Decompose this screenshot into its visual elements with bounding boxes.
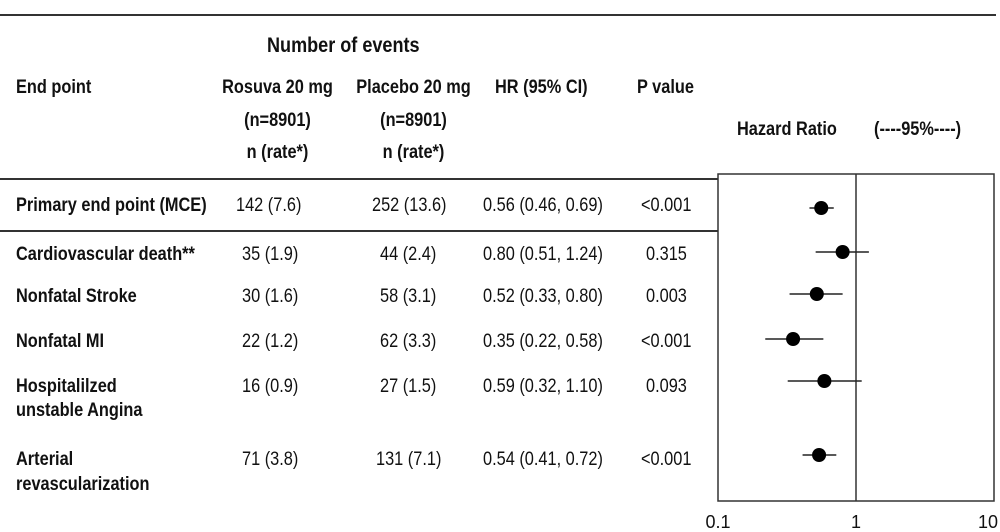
- rosuva-value: 16 (0.9): [242, 376, 299, 397]
- x-tick-label: 0.1: [705, 512, 730, 532]
- placebo-value: 252 (13.6): [372, 195, 447, 216]
- p-value: 0.003: [646, 286, 687, 307]
- placebo-value: 58 (3.1): [380, 286, 437, 307]
- hazard-ratio-point: [835, 245, 850, 259]
- hazard-ratio-point: [814, 201, 829, 215]
- rosuva-value: 71 (3.8): [242, 449, 299, 470]
- endpoint-label: Primary end point (MCE): [16, 195, 207, 216]
- placebo-value: 44 (2.4): [380, 244, 437, 265]
- end-point-heading: End point: [16, 77, 92, 98]
- x-tick-label: 1: [851, 512, 861, 532]
- p-value: <0.001: [641, 331, 692, 352]
- placebo-heading-3: n (rate*): [382, 142, 445, 163]
- hazard-ratio-point: [817, 374, 832, 388]
- endpoint-label: Nonfatal Stroke: [16, 286, 137, 307]
- rosuva-value: 142 (7.6): [236, 195, 302, 216]
- endpoint-label: Hospitalilzed: [16, 376, 117, 397]
- p-value: <0.001: [641, 195, 692, 216]
- endpoint-label: Arterial: [16, 449, 74, 470]
- placebo-value: 131 (7.1): [376, 449, 442, 470]
- endpoint-label: unstable Angina: [16, 400, 143, 421]
- rosuva-value: 30 (1.6): [242, 286, 299, 307]
- hr-value: 0.52 (0.33, 0.80): [483, 286, 603, 307]
- primary-row-rule: [0, 230, 718, 232]
- hr-value: 0.56 (0.46, 0.69): [483, 195, 603, 216]
- endpoint-label: revascularization: [16, 474, 150, 495]
- rosuva-heading-1: Rosuva 20 mg: [222, 77, 333, 98]
- x-tick-label: 10: [978, 512, 998, 532]
- header-rule: [0, 178, 718, 180]
- ci-legend: (----95%----): [874, 119, 962, 140]
- rosuva-heading-2: (n=8901): [244, 110, 311, 131]
- hr-heading: HR (95% CI): [495, 77, 588, 98]
- hazard-ratio-point: [809, 287, 824, 301]
- number-of-events-heading: Number of events: [267, 34, 420, 57]
- rosuva-heading-3: n (rate*): [246, 142, 309, 163]
- endpoint-label: Nonfatal MI: [16, 331, 105, 352]
- placebo-heading-2: (n=8901): [380, 110, 447, 131]
- hr-value: 0.35 (0.22, 0.58): [483, 331, 603, 352]
- top-rule: [0, 14, 996, 16]
- hr-value: 0.80 (0.51, 1.24): [483, 244, 603, 265]
- p-value: <0.001: [641, 449, 692, 470]
- hazard-ratio-point: [786, 332, 801, 346]
- placebo-value: 62 (3.3): [380, 331, 437, 352]
- placebo-heading-1: Placebo 20 mg: [356, 77, 471, 98]
- p-value: 0.315: [646, 244, 687, 265]
- endpoint-label: Cardiovascular death**: [16, 244, 195, 265]
- rosuva-value: 35 (1.9): [242, 244, 299, 265]
- p-value-heading: P value: [637, 77, 694, 98]
- hr-value: 0.54 (0.41, 0.72): [483, 449, 603, 470]
- p-value: 0.093: [646, 376, 687, 397]
- hazard-ratio-point: [812, 448, 827, 462]
- rosuva-value: 22 (1.2): [242, 331, 299, 352]
- hr-value: 0.59 (0.32, 1.10): [483, 376, 603, 397]
- hazard-ratio-heading: Hazard Ratio: [737, 119, 837, 140]
- placebo-value: 27 (1.5): [380, 376, 437, 397]
